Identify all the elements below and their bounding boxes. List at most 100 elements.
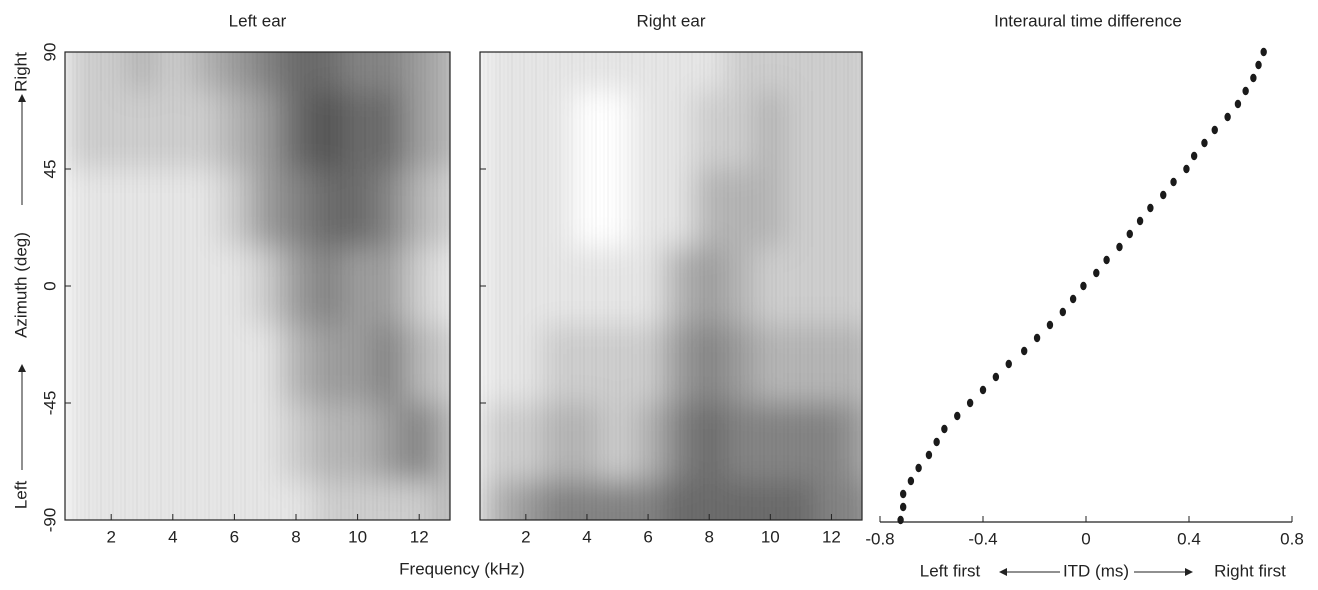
point <box>1080 281 1087 291</box>
x-tick-label: 10 <box>348 527 367 546</box>
x-tick-label: 12 <box>822 527 841 546</box>
heatmap-cell <box>249 169 282 248</box>
heatmap-cell <box>434 169 450 248</box>
panel-title: Right ear <box>637 11 706 30</box>
heatmap-cell <box>65 169 97 248</box>
heatmap-cell <box>126 403 158 482</box>
heatmap-cells <box>480 52 862 520</box>
x-tick-label: 8 <box>291 527 300 546</box>
point <box>1211 125 1218 135</box>
point <box>1126 229 1133 239</box>
point <box>1020 346 1028 356</box>
heatmap-cell <box>65 481 97 520</box>
heatmap-cell <box>219 169 251 248</box>
point <box>1242 86 1249 96</box>
heatmap-cell <box>280 481 312 520</box>
heatmap-cell <box>480 481 512 520</box>
y-tick-label: 0 <box>40 281 59 290</box>
heatmap-cell <box>311 52 343 92</box>
heatmap-cell <box>311 169 343 248</box>
point <box>1260 47 1267 57</box>
heatmap-cell <box>403 247 436 326</box>
heatmap-cell <box>785 325 817 404</box>
heatmap-cell <box>403 481 436 520</box>
heatmap-cell <box>280 169 312 248</box>
point <box>899 489 907 499</box>
x-tick-label: 6 <box>643 527 652 546</box>
heatmap-cell <box>724 91 756 170</box>
heatmap-cell <box>541 481 573 520</box>
heatmap-cell <box>219 325 251 404</box>
heatmap-cell <box>480 403 512 482</box>
heatmap-cell <box>95 247 128 326</box>
panel-title: Left ear <box>229 11 287 30</box>
heatmap-cell <box>632 325 664 404</box>
heatmap-cells <box>65 52 450 520</box>
heatmap-cell <box>724 169 756 248</box>
heatmap-cell <box>571 403 603 482</box>
heatmap-cell <box>785 481 817 520</box>
point <box>1069 294 1077 304</box>
heatmap-cell <box>632 91 664 170</box>
heatmap-cell <box>342 403 374 482</box>
heatmap-cell <box>816 169 848 248</box>
heatmap-cell <box>785 91 817 170</box>
heatmap-cell <box>157 325 189 404</box>
heatmap-cell <box>219 481 251 520</box>
heatmap-cell <box>342 91 374 170</box>
heatmap-cell <box>373 481 405 520</box>
heatmap-cell <box>663 481 695 520</box>
x-tick-label: 0.8 <box>1280 529 1304 548</box>
heatmap-cell <box>65 52 97 92</box>
heatmap-cell <box>785 247 817 326</box>
heatmap-cell <box>95 325 128 404</box>
heatmap-cell <box>188 91 220 170</box>
point <box>979 385 987 395</box>
y-label-high: Right <box>11 52 30 92</box>
heatmap-cell <box>373 52 405 92</box>
point <box>954 411 961 421</box>
x-tick-label: -0.8 <box>865 529 894 548</box>
heatmap-cell <box>571 247 603 326</box>
heatmap-cell <box>126 247 158 326</box>
heatmap-cell <box>663 169 695 248</box>
heatmap-cell <box>403 169 436 248</box>
heatmap-cell <box>693 52 725 92</box>
heatmap-cell <box>126 91 158 170</box>
heatmap-cell <box>755 403 787 482</box>
heatmap-cell <box>602 247 634 326</box>
heatmap-cell <box>755 325 787 404</box>
point <box>1255 60 1262 70</box>
heatmap-cell <box>434 52 450 92</box>
heatmap-cell <box>342 325 374 404</box>
heatmap-cell <box>188 169 220 248</box>
heatmap-cell <box>724 403 756 482</box>
heatmap-cell <box>65 325 97 404</box>
x-label-left: Left first <box>920 561 981 580</box>
heatmap-cell <box>373 403 405 482</box>
heatmap-cell <box>693 403 725 482</box>
heatmap-cell <box>602 403 634 482</box>
heatmap-cell <box>403 52 436 92</box>
heatmap-cell <box>510 91 542 170</box>
heatmap-cell <box>126 52 158 92</box>
heatmap-cell <box>602 325 634 404</box>
heatmap-cell <box>510 52 542 92</box>
heatmap-cell <box>816 52 848 92</box>
point <box>1170 177 1177 187</box>
heatmap-cell <box>65 91 97 170</box>
heatmap-cell <box>157 169 189 248</box>
point <box>992 372 1000 382</box>
heatmap-cell <box>188 481 220 520</box>
x-label: ITD (ms) <box>1063 561 1129 580</box>
heatmap-cell <box>280 52 312 92</box>
heatmap-cell <box>510 247 542 326</box>
point <box>1136 216 1144 226</box>
heatmap-cell <box>632 169 664 248</box>
point <box>907 476 915 486</box>
heatmap-cell <box>541 247 573 326</box>
heatmap-cell <box>480 169 512 248</box>
heatmap-cell <box>632 403 664 482</box>
heatmap-cell <box>816 403 848 482</box>
point <box>897 515 904 525</box>
